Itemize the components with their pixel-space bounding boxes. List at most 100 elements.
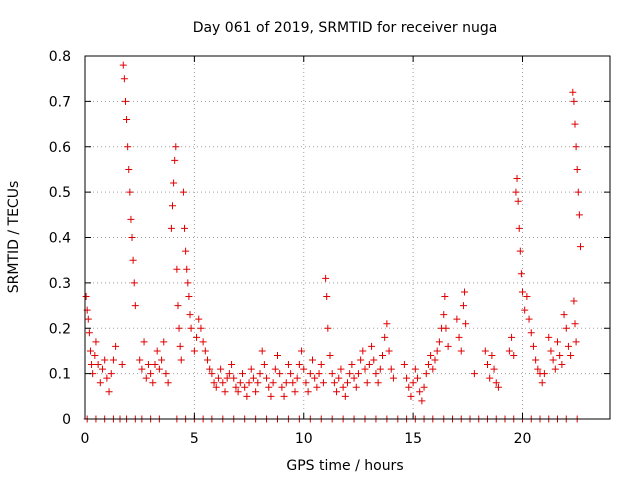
data-point: [411, 365, 419, 373]
data-point: [457, 347, 465, 355]
data-point: [153, 347, 161, 355]
data-point: [174, 302, 182, 310]
data-point: [486, 374, 494, 382]
data-point: [532, 356, 540, 364]
data-point: [138, 365, 146, 373]
y-tick-label: 0.5: [49, 185, 71, 201]
y-tick-label: 0.2: [49, 321, 71, 337]
data-point: [569, 88, 577, 96]
data-point: [545, 333, 553, 341]
data-point: [538, 379, 546, 387]
y-tick-label: 0.3: [49, 276, 71, 292]
data-point: [127, 215, 135, 223]
data-point: [193, 333, 201, 341]
data-point: [223, 374, 231, 382]
data-point: [374, 379, 382, 387]
data-point: [348, 361, 356, 369]
data-point: [381, 333, 389, 341]
data-point: [328, 370, 336, 378]
data-point: [284, 361, 292, 369]
data-point: [147, 370, 155, 378]
data-point: [556, 351, 564, 359]
data-point: [176, 342, 184, 350]
data-point: [121, 97, 129, 105]
data-point: [514, 197, 522, 205]
data-point: [276, 370, 284, 378]
x-tick-label: 5: [190, 431, 199, 447]
data-point: [125, 165, 133, 173]
data-point: [256, 370, 264, 378]
data-point: [534, 365, 542, 373]
data-point: [433, 347, 441, 355]
data-point: [179, 188, 187, 196]
data-point: [560, 311, 568, 319]
data-point: [219, 379, 227, 387]
data-point: [313, 383, 321, 391]
data-point: [567, 351, 575, 359]
data-point: [315, 370, 323, 378]
data-point: [510, 351, 518, 359]
data-point: [84, 315, 92, 323]
data-point: [278, 383, 286, 391]
data-point: [370, 356, 378, 364]
data-point: [249, 374, 257, 382]
data-point: [131, 302, 139, 310]
data-point: [572, 143, 580, 151]
y-tick-label: 0: [62, 412, 71, 428]
data-point: [82, 292, 90, 300]
data-point: [181, 224, 189, 232]
data-point: [86, 347, 94, 355]
data-point: [230, 374, 238, 382]
data-point: [129, 256, 137, 264]
data-point: [274, 351, 281, 359]
chart-title: Day 061 of 2019, SRMTID for receiver nug…: [193, 20, 498, 36]
data-point: [99, 365, 106, 373]
data-point: [414, 374, 421, 382]
data-point: [551, 365, 559, 373]
data-point: [109, 356, 117, 364]
data-point: [245, 379, 253, 387]
data-point: [85, 329, 93, 337]
data-point: [298, 347, 306, 355]
data-point: [387, 365, 395, 373]
data-point: [228, 361, 236, 369]
data-point: [265, 383, 273, 391]
data-point: [517, 270, 525, 278]
data-point: [492, 379, 500, 387]
data-point: [128, 234, 136, 241]
y-tick-label: 0.8: [49, 49, 71, 65]
data-point: [304, 388, 312, 396]
data-point: [212, 383, 220, 391]
data-point: [322, 274, 330, 282]
data-point: [319, 379, 327, 387]
data-point: [164, 379, 172, 387]
data-point: [101, 356, 109, 364]
data-point: [149, 379, 157, 387]
data-point: [512, 188, 520, 196]
data-point: [241, 383, 249, 391]
data-point: [234, 388, 242, 396]
data-point: [124, 143, 132, 151]
data-point: [123, 116, 131, 124]
data-point: [521, 306, 529, 314]
data-point: [260, 361, 268, 369]
data-point: [302, 379, 310, 387]
data-point: [427, 351, 435, 359]
data-point: [88, 361, 96, 369]
data-point: [350, 374, 358, 382]
data-point: [239, 370, 246, 378]
data-point: [481, 347, 489, 355]
data-point: [359, 347, 367, 355]
data-point: [444, 342, 452, 350]
data-point: [484, 361, 491, 369]
data-point: [112, 342, 120, 350]
data-point: [309, 356, 316, 364]
data-point: [214, 374, 222, 382]
data-point: [144, 361, 152, 369]
data-point: [442, 324, 450, 332]
data-point: [431, 356, 439, 364]
data-point: [558, 361, 566, 369]
data-point: [576, 243, 584, 251]
data-point: [280, 392, 288, 400]
